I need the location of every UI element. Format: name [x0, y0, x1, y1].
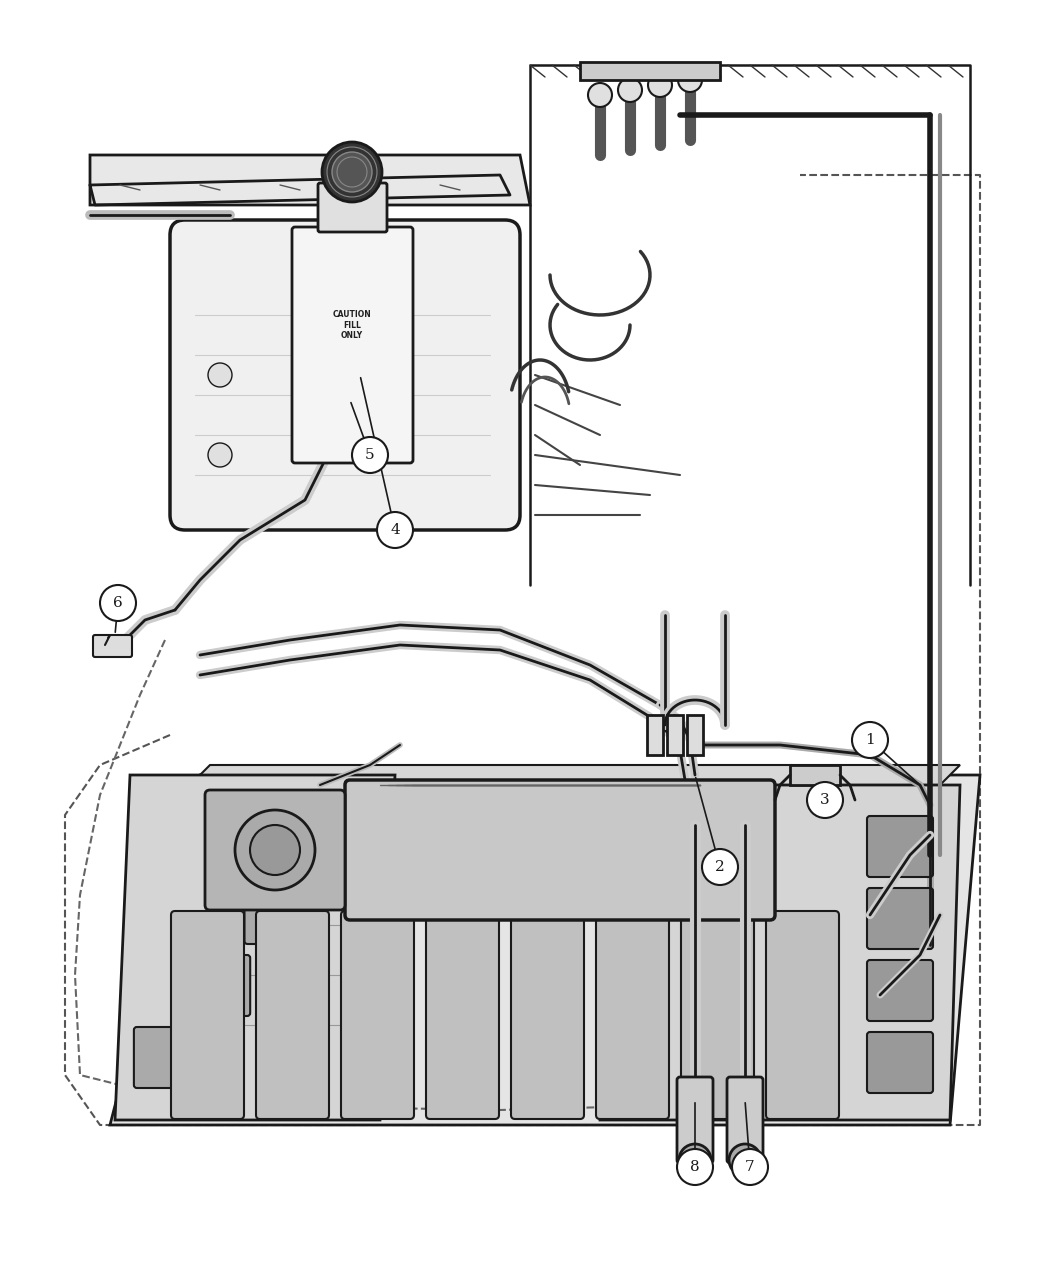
Text: CAUTION
FILL
ONLY: CAUTION FILL ONLY	[333, 310, 372, 340]
Circle shape	[679, 1144, 711, 1176]
Circle shape	[352, 437, 388, 473]
FancyBboxPatch shape	[256, 912, 329, 1119]
FancyBboxPatch shape	[766, 912, 839, 1119]
Circle shape	[618, 78, 642, 102]
FancyBboxPatch shape	[426, 912, 499, 1119]
Text: 3: 3	[820, 793, 830, 807]
Circle shape	[235, 810, 315, 890]
Text: 8: 8	[690, 1160, 699, 1174]
Text: 5: 5	[365, 448, 375, 462]
Text: 7: 7	[746, 1160, 755, 1174]
Bar	[580, 62, 720, 80]
FancyBboxPatch shape	[170, 221, 520, 530]
Circle shape	[729, 1144, 761, 1176]
Circle shape	[377, 513, 413, 548]
FancyBboxPatch shape	[341, 912, 414, 1119]
Bar	[687, 715, 704, 755]
Bar	[790, 765, 840, 785]
FancyBboxPatch shape	[867, 816, 933, 877]
FancyBboxPatch shape	[596, 912, 669, 1119]
FancyBboxPatch shape	[189, 955, 250, 1016]
FancyBboxPatch shape	[867, 887, 933, 949]
Text: 6: 6	[113, 595, 123, 609]
FancyBboxPatch shape	[171, 912, 244, 1119]
Bar	[667, 715, 682, 755]
Text: 4: 4	[391, 523, 400, 537]
Polygon shape	[90, 156, 530, 205]
FancyBboxPatch shape	[300, 811, 361, 872]
Text: 1: 1	[865, 733, 875, 747]
Circle shape	[732, 1149, 768, 1184]
Circle shape	[648, 73, 672, 97]
Circle shape	[807, 782, 843, 819]
Polygon shape	[116, 775, 395, 1119]
Bar	[647, 715, 663, 755]
Circle shape	[208, 442, 232, 467]
FancyBboxPatch shape	[727, 1077, 763, 1163]
FancyBboxPatch shape	[677, 1077, 713, 1163]
Circle shape	[678, 68, 702, 92]
FancyBboxPatch shape	[292, 227, 413, 463]
FancyBboxPatch shape	[867, 1031, 933, 1093]
Circle shape	[702, 849, 738, 885]
Circle shape	[588, 83, 612, 107]
Circle shape	[677, 1149, 713, 1184]
FancyBboxPatch shape	[681, 912, 754, 1119]
Circle shape	[322, 142, 382, 201]
Circle shape	[100, 585, 136, 621]
Polygon shape	[110, 775, 980, 1125]
FancyBboxPatch shape	[205, 790, 345, 910]
FancyBboxPatch shape	[93, 635, 132, 657]
Circle shape	[208, 363, 232, 388]
Circle shape	[250, 825, 300, 875]
Text: 2: 2	[715, 861, 724, 873]
FancyBboxPatch shape	[511, 912, 584, 1119]
FancyBboxPatch shape	[345, 780, 775, 921]
FancyBboxPatch shape	[318, 184, 387, 232]
FancyBboxPatch shape	[867, 960, 933, 1021]
FancyBboxPatch shape	[245, 884, 306, 944]
Polygon shape	[600, 785, 960, 1119]
Circle shape	[852, 722, 888, 759]
FancyBboxPatch shape	[134, 1026, 195, 1088]
Polygon shape	[190, 765, 960, 785]
Circle shape	[332, 152, 372, 193]
